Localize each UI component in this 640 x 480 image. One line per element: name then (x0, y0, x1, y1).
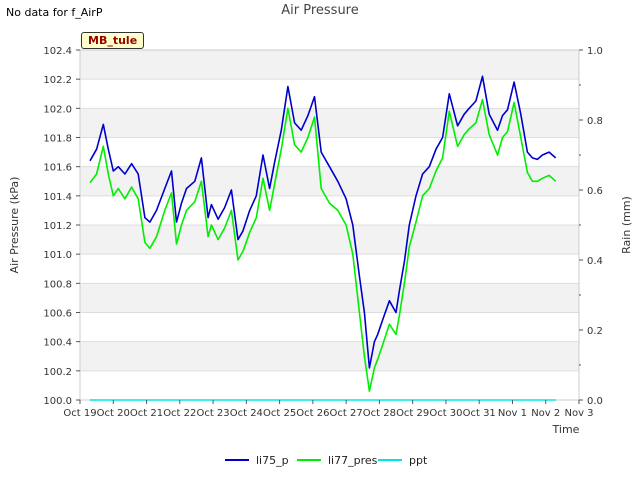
x-tick-label: Oct 26 (296, 408, 329, 419)
y2-tick-label: 0.4 (587, 256, 603, 267)
plot-band (80, 50, 579, 80)
y-tick-label: 101.8 (43, 134, 72, 145)
x-tick-label: Oct 27 (330, 408, 363, 419)
plot-band (80, 225, 579, 255)
y-tick-label: 101.0 (43, 250, 72, 261)
y2-tick-label: 0.2 (587, 326, 603, 337)
y-tick-label: 100.2 (43, 367, 72, 378)
x-tick-label: Oct 21 (130, 408, 163, 419)
y-tick-label: 101.6 (43, 163, 72, 174)
y2-axis-label: Rain (mm) (620, 196, 633, 254)
x-tick-label: Oct 29 (396, 408, 429, 419)
y2-tick-label: 0.0 (587, 396, 603, 407)
x-tick-label: Oct 23 (196, 408, 229, 419)
legend-label-li75_p: li75_p (256, 454, 289, 467)
x-tick-label: Oct 28 (363, 408, 396, 419)
site-badge: MB_tule (81, 32, 145, 49)
y-tick-label: 100.0 (43, 396, 72, 407)
x-tick-label: Oct 30 (429, 408, 462, 419)
x-tick-label: Oct 31 (463, 408, 496, 419)
plot-band (80, 166, 579, 196)
x-tick-label: Nov 1 (498, 408, 527, 419)
series-line-li75_p (89, 75, 557, 369)
x-tick-label: Oct 19 (63, 408, 96, 419)
y2-tick-label: 0.6 (587, 186, 603, 197)
y-tick-label: 100.8 (43, 279, 72, 290)
x-tick-label: Nov 3 (564, 408, 593, 419)
plot-band (80, 341, 579, 371)
y-axis-label: Air Pressure (kPa) (8, 177, 21, 274)
legend-label-li77_pres: li77_pres (328, 454, 378, 467)
plot-band (80, 108, 579, 138)
y-tick-label: 100.4 (43, 338, 72, 349)
legend: li75_p li77_pres ppt (225, 454, 428, 467)
y-tick-label: 102.2 (43, 75, 72, 86)
y2-tick-label: 1.0 (587, 46, 603, 57)
x-tick-label: Oct 25 (263, 408, 296, 419)
y-tick-label: 102.0 (43, 104, 72, 115)
y-tick-label: 102.4 (43, 46, 72, 57)
legend-label-ppt: ppt (409, 454, 428, 467)
y-tick-label: 101.2 (43, 221, 72, 232)
plot-bands (80, 50, 579, 371)
no-data-note: No data for f_AirP (6, 6, 103, 19)
x-tick-label: Oct 24 (230, 408, 263, 419)
x-tick-label: Oct 22 (163, 408, 196, 419)
x-tick-label: Nov 2 (531, 408, 560, 419)
axes-layer: 100.0 100.2 100.4 100.6 100.8 101.0 101.2 101.4… (43, 46, 603, 419)
x-tick-label: Oct 20 (97, 408, 130, 419)
y2-tick-label: 0.8 (587, 116, 603, 127)
y-tick-label: 101.4 (43, 192, 72, 203)
series-line-li77_pres (89, 98, 557, 393)
plot-band (80, 283, 579, 313)
y-tick-label: 100.6 (43, 309, 72, 320)
series-layer (89, 75, 557, 401)
chart-title: Air Pressure (281, 3, 359, 18)
x-axis-label: Time (552, 423, 580, 436)
